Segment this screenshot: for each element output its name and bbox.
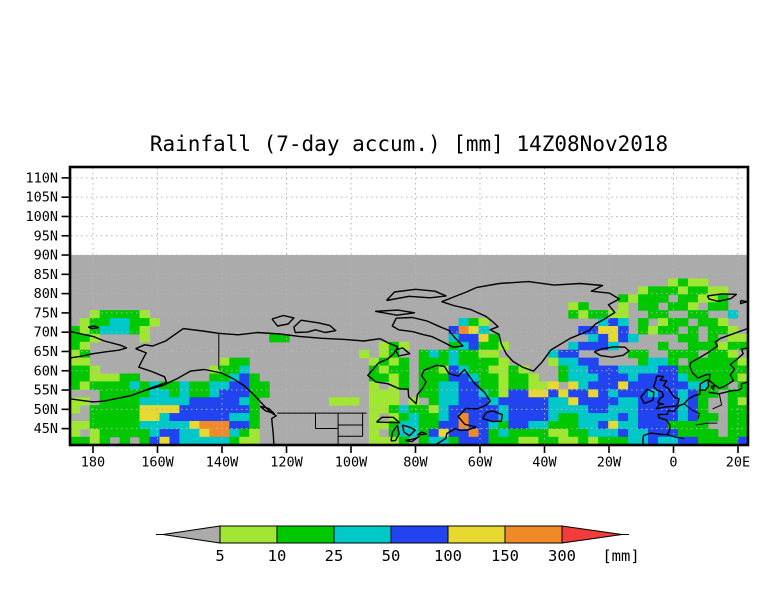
map-layers [70,255,748,445]
y-tick-label: 75N [34,305,58,321]
y-tick-label: 45N [34,421,58,437]
x-tick-label: 120W [270,455,303,471]
x-tick-label: 60W [468,455,493,471]
coastline-layer [70,280,748,445]
plot-frame [68,165,750,447]
colorbar-unit-label: [mm] [602,547,639,565]
y-tick-label: 100N [25,209,58,225]
x-tick-label: 100W [335,455,368,471]
y-tick-label: 105N [25,190,58,206]
colorbar-level-label: 300 [548,547,576,565]
colorbar-level-label: 100 [434,547,462,565]
x-tick-label: 20E [726,455,750,471]
coastline-north-america-mainland [135,327,491,445]
colorbar-segment [447,525,506,544]
colorbar-segment [276,525,335,544]
colorbar-segment [333,525,392,544]
coastline-newfoundland [482,410,503,423]
y-tick-label: 90N [34,248,58,264]
y-tick-label: 80N [34,286,58,302]
coastline-ellesmere-island [385,288,447,302]
coastline-wrangel-island [87,325,100,330]
x-tick-label: 160W [141,455,174,471]
chart-title: Rainfall (7-day accum.) [mm] 14Z08Nov201… [149,132,669,156]
coastline-vancouver-island [259,405,275,415]
political-border [683,403,701,419]
coastline-southampton-island [394,347,411,357]
coastline-lake-erie [405,435,420,443]
colorbar-segment [390,525,449,544]
x-tick-label: 0 [669,455,677,471]
y-tick-label: 110N [25,170,58,186]
coastline-aleutians [70,389,146,403]
y-tick-label: 85N [34,267,58,283]
coastline-scandinavia [689,327,748,390]
colorbar-level-label: 10 [268,547,287,565]
colorbar-level-label: 25 [325,547,344,565]
y-tick-label: 60N [34,363,58,379]
y-tick-label: 50N [34,402,58,418]
y-tick-label: 65N [34,344,58,360]
coastline-lake-superior [376,416,401,424]
coastline-baltic-south-coast [708,381,748,395]
colorbar-level-label: 150 [491,547,519,565]
x-tick-label: 40W [532,455,557,471]
colorbar-above-arrow [561,525,623,544]
graticule-layer [71,168,747,444]
political-border [695,422,718,426]
coastline-banks-island [271,314,295,327]
colorbar-segment [219,525,278,544]
coastline-devon-island [375,309,416,316]
coastline-baffin-island [391,316,464,348]
y-tick-label: 55N [34,383,58,399]
x-tick-label: 80W [403,455,428,471]
x-tick-label: 180 [81,455,105,471]
colorbar: 5 10 25 50 100 150 300 [mm] [156,525,640,565]
coastline-lake-michigan [390,424,400,442]
colorbar-level-label: 50 [382,547,401,565]
coastline-lake-ontario [416,431,428,436]
colorbar-level-label: 5 [215,547,224,565]
coastline-lake-huron [401,424,416,437]
coastline-greenland [441,280,620,372]
coastline-svalbard [706,293,738,302]
coastline-europe-west-coast [642,390,701,445]
x-tick-label: 140W [206,455,239,471]
colorbar-segment [504,525,563,544]
coastline-victoria-island [293,319,337,334]
coastline-ireland [640,388,655,405]
y-tick-label: 95N [34,228,58,244]
coastline-denmark [699,378,710,391]
colorbar-below-arrow [162,525,221,544]
coastline-svalbard-east [739,299,748,305]
coastline-alaska-south-bc-coast [145,368,277,445]
border-layer [218,333,723,445]
coastline-iceland [593,346,630,358]
coastline-great-britain [653,375,680,410]
y-tick-label: 70N [34,325,58,341]
coastline-alaska-west [135,348,168,391]
tick-layer [61,177,739,453]
coastline-chukotka [70,330,128,359]
x-tick-label: 20W [597,455,622,471]
rainfall-raster-layer [70,278,748,445]
political-border [667,434,685,439]
coastline-zealand [710,385,715,391]
political-border [712,393,723,410]
